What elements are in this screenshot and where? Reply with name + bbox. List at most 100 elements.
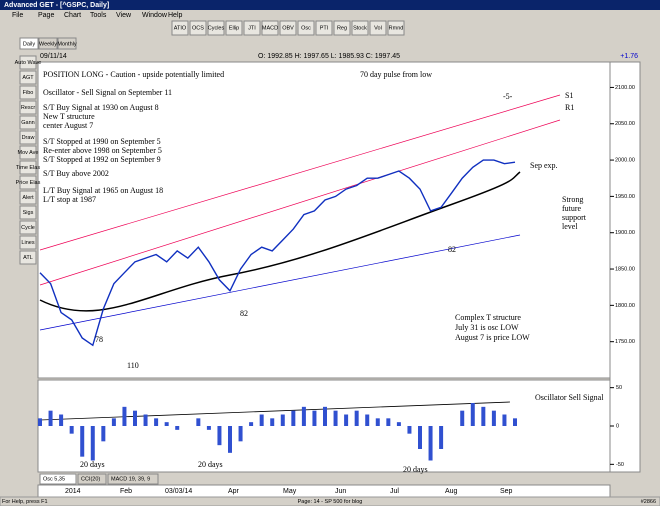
osc-bar [333, 410, 338, 426]
osc-bar [270, 418, 275, 426]
osc-tick-label: 0 [616, 423, 619, 429]
indicator-tab[interactable] [107, 473, 159, 485]
tab[interactable] [57, 37, 77, 50]
tool-label: Mov Ave [18, 150, 39, 156]
tool-button[interactable] [19, 175, 37, 190]
indicator-tab-label: MACD 19, 39, 9 [111, 476, 150, 482]
tool-button[interactable] [19, 190, 37, 205]
toolbar-button[interactable] [243, 20, 261, 36]
tool-button[interactable] [19, 145, 37, 160]
toolbar-label: Vol [374, 25, 382, 31]
toolbar-label: JTI [248, 25, 256, 31]
toolbar-button[interactable] [315, 20, 333, 36]
osc-bar [502, 414, 507, 426]
toolbar-button[interactable] [189, 20, 207, 36]
price-pane [37, 61, 611, 379]
annotation: 70 day pulse from low [360, 70, 432, 79]
annotation: S/T Stopped at 1992 on September 9 [43, 155, 161, 164]
osc-bar [206, 426, 211, 430]
annotation: level [562, 222, 578, 231]
tool-label: Gann [21, 120, 34, 126]
header-ohlc: O: 1992.85 H: 1997.65 L: 1985.93 C: 1997… [258, 53, 400, 60]
trend-line [39, 119, 561, 286]
annotation: POSITION LONG - Caution - upside potenti… [43, 70, 224, 79]
status-text: #2866 [641, 499, 656, 505]
toolbar-button[interactable] [369, 20, 387, 36]
toolbar-button[interactable] [333, 20, 351, 36]
title-bar [0, 0, 660, 10]
toolbar-button[interactable] [387, 20, 405, 36]
tab[interactable] [19, 37, 39, 50]
toolbar-label: Stock [353, 25, 367, 31]
indicator-tab[interactable] [39, 473, 77, 485]
osc-bar [312, 410, 317, 426]
annotation: S/T Buy above 2002 [43, 169, 109, 178]
osc-bar [48, 410, 53, 426]
annotation: S1 [565, 91, 573, 100]
tool-label: Cycle [21, 225, 35, 231]
osc-bar [491, 410, 496, 426]
menu-item[interactable]: Help [168, 12, 183, 19]
tool-button[interactable] [19, 70, 37, 85]
osc-bar [291, 410, 296, 426]
toolbar-label: OBV [282, 25, 294, 31]
osc-bar [439, 426, 444, 449]
toolbar-button[interactable] [171, 20, 189, 36]
osc-bar [386, 418, 391, 426]
toolbar-button[interactable] [297, 20, 315, 36]
tool-button[interactable] [19, 220, 37, 235]
tool-button[interactable] [19, 205, 37, 220]
toolbar-label: PTI [320, 25, 329, 31]
tool-label: Alert [22, 195, 34, 201]
menu-item[interactable]: File [12, 12, 23, 19]
tool-button[interactable] [19, 160, 37, 175]
y-tick-label: 2050.00 [615, 121, 635, 127]
tab[interactable] [38, 37, 58, 50]
annotation: 82 [448, 245, 456, 254]
moving-average [39, 171, 521, 312]
osc-bar [69, 426, 74, 434]
menu-item[interactable]: Tools [90, 12, 107, 19]
tool-button[interactable] [19, 130, 37, 145]
toolbar-button[interactable] [207, 20, 225, 36]
osc-bar [470, 403, 475, 426]
menu-item[interactable]: Chart [64, 12, 81, 19]
tool-label: Price Elas [16, 180, 41, 186]
toolbar-label: Ellip [229, 25, 239, 31]
annotation: L/T Buy Signal at 1965 on August 18 [43, 186, 163, 195]
osc-bar [59, 414, 64, 426]
toolbar-button[interactable] [225, 20, 243, 36]
date-label: Sep [500, 488, 513, 495]
tool-button[interactable] [19, 85, 37, 100]
tool-button[interactable] [19, 100, 37, 115]
annotation: 110 [127, 361, 139, 370]
osc-bar [133, 410, 137, 426]
menu-item[interactable]: View [116, 12, 132, 19]
tool-button[interactable] [19, 235, 37, 250]
toolbar-button[interactable] [279, 20, 297, 36]
indicator-tab[interactable] [77, 473, 107, 485]
toolbar-label: ATIO [174, 25, 187, 31]
toolbar-button[interactable] [261, 20, 279, 36]
menu-item[interactable]: Window [142, 12, 168, 19]
date-label: Aug [445, 488, 458, 495]
annotation: 78 [95, 335, 103, 344]
annotation: S/T Buy Signal at 1930 on August 8 [43, 103, 159, 112]
tab-label: Daily [23, 41, 35, 47]
menu-item[interactable]: Page [38, 12, 54, 19]
osc-annotation: 20 days [80, 460, 105, 469]
osc-bar [375, 418, 380, 426]
tab-label: Weekly [39, 41, 57, 47]
tool-button[interactable] [19, 250, 37, 265]
tool-button[interactable] [19, 115, 37, 130]
annotation: New T structure [43, 112, 95, 121]
tool-button[interactable] [19, 55, 37, 70]
annotation: center August 7 [43, 121, 93, 130]
tool-label: AGT [22, 75, 34, 81]
osc-bar [323, 406, 327, 426]
y-tick-label: 1800.00 [615, 303, 635, 309]
osc-bar [428, 426, 433, 461]
toolbar-button[interactable] [351, 20, 369, 36]
osc-tick-label: -50 [616, 462, 624, 468]
